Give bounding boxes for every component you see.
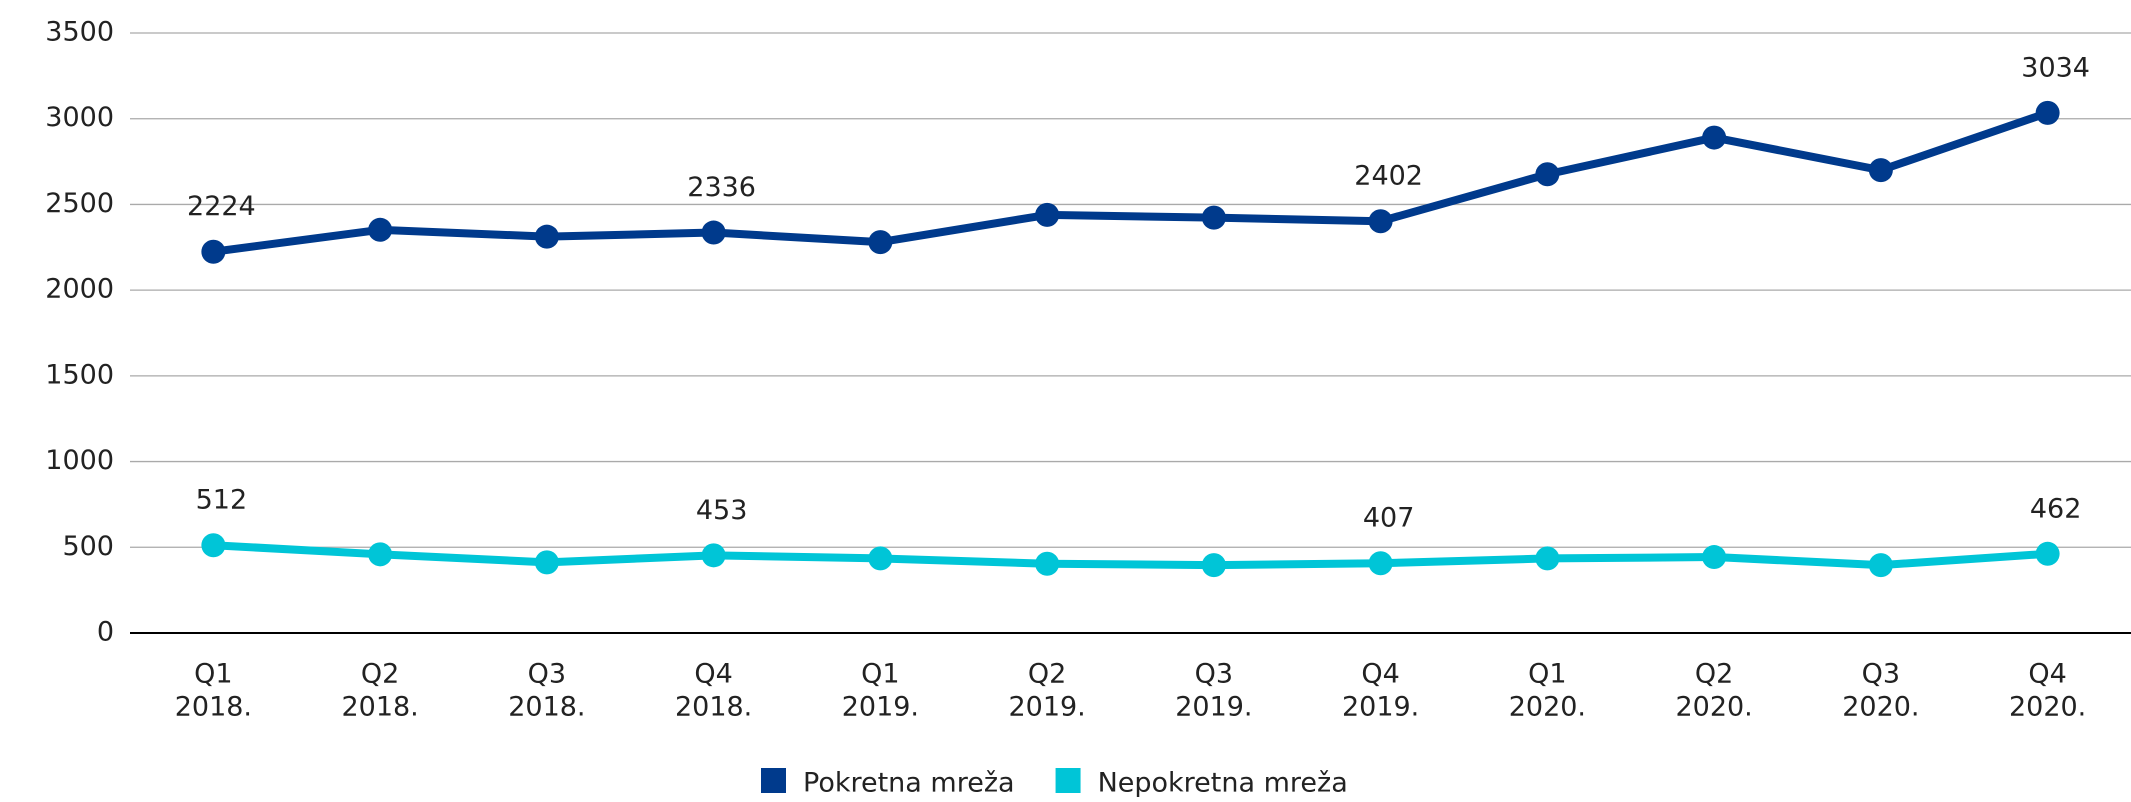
x-tick-label: Q4 (694, 659, 732, 690)
x-tick-label: Q3 (1195, 659, 1233, 690)
data-label: 407 (1363, 503, 1415, 534)
point (534, 550, 559, 575)
point (534, 224, 559, 249)
x-tick-label: Q2 (361, 659, 399, 690)
point (1868, 158, 1893, 183)
x-tick-label: 2020. (1842, 692, 1919, 723)
x-tick-label: Q3 (1862, 659, 1900, 690)
x-tick-label: Q4 (1361, 659, 1399, 690)
point (1535, 162, 1560, 187)
legend-label: Nepokretna mreža (1098, 768, 1348, 799)
x-tick-label: 2019. (1175, 692, 1252, 723)
data-label: 3034 (2021, 52, 2090, 83)
point (1868, 553, 1893, 578)
point (2035, 541, 2060, 566)
y-tick-label: 3000 (45, 102, 114, 133)
point (868, 230, 893, 255)
y-tick-label: 2000 (45, 274, 114, 305)
x-tick-label: 2020. (1509, 692, 1586, 723)
point (201, 533, 226, 558)
point (1201, 553, 1226, 578)
y-tick-label: 2500 (45, 188, 114, 219)
legend-swatch (1055, 768, 1081, 793)
data-label: 453 (696, 495, 748, 526)
point (1035, 551, 1060, 576)
x-tick-label: 2019. (842, 692, 919, 723)
point (1368, 209, 1393, 234)
x-tick-label: 2018. (675, 692, 752, 723)
legend-label: Pokretna mreža (803, 768, 1015, 799)
x-tick-label: Q1 (1528, 659, 1566, 690)
x-tick-label: 2019. (1342, 692, 1419, 723)
point (1702, 545, 1727, 570)
point (1201, 205, 1226, 230)
point (868, 546, 893, 571)
y-tick-label: 1500 (45, 359, 114, 390)
point (368, 542, 393, 567)
series-line (212, 109, 2049, 256)
data-label: 512 (196, 485, 248, 516)
x-tick-label: Q1 (194, 659, 232, 690)
x-tick-label: 2018. (508, 692, 585, 723)
point (201, 239, 226, 264)
point (701, 543, 726, 568)
data-label: 2224 (187, 191, 256, 222)
y-tick-label: 3500 (45, 17, 114, 48)
data-label: 2402 (1354, 161, 1423, 192)
y-tick-label: 500 (62, 531, 114, 562)
data-label: 462 (2030, 493, 2082, 524)
point (2035, 100, 2060, 125)
x-tick-label: Q4 (2028, 659, 2066, 690)
legend-swatch (761, 768, 786, 793)
x-tick-label: 2018. (341, 692, 418, 723)
y-tick-label: 0 (97, 617, 114, 648)
point (1535, 546, 1560, 571)
point (1035, 202, 1060, 227)
y-tick-label: 1000 (45, 445, 114, 476)
x-tick-label: Q2 (1695, 659, 1733, 690)
x-tick-label: Q3 (528, 659, 566, 690)
point (1368, 551, 1393, 576)
point (368, 217, 393, 242)
x-tick-label: Q1 (861, 659, 899, 690)
x-tick-label: 2018. (175, 692, 252, 723)
point (701, 220, 726, 245)
x-tick-label: 2020. (2009, 692, 2086, 723)
x-tick-label: Q2 (1028, 659, 1066, 690)
point (1702, 125, 1727, 150)
series-line (213, 541, 2048, 570)
data-label: 2336 (687, 172, 756, 203)
x-tick-label: 2020. (1675, 692, 1752, 723)
x-tick-label: 2019. (1008, 692, 1085, 723)
